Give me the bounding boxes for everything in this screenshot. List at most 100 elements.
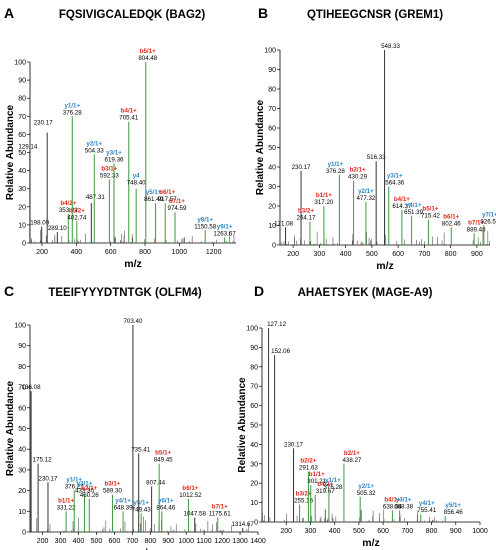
peak-mz-label: 516.33 — [367, 154, 386, 161]
peak-ion-label: b1/1+ — [309, 471, 325, 478]
y-tick-label: 50 — [268, 145, 276, 152]
peak-mz-label: 564.36 — [385, 180, 404, 187]
spectrum-panel-b: B QTIHEEGCNSR (GREM1) 0 10 20 30 40 50 60 70 80 90 1… — [255, 5, 496, 272]
x-tick-label: 500 — [91, 538, 103, 545]
peak-mz-label: 735.41 — [131, 446, 150, 453]
x-tick-label: 600 — [105, 249, 117, 256]
peak-ion-label: b5/1+ — [155, 450, 171, 457]
y-tick-label: 30 — [268, 184, 276, 191]
peak-mz-label: 477.32 — [356, 195, 375, 202]
y-tick-label: 40 — [268, 165, 276, 172]
peak-mz-label: 230.17 — [39, 475, 58, 482]
x-axis-label: m/z — [135, 547, 153, 550]
peak-mz-label: 319.67 — [316, 488, 335, 495]
x-tick-label: 800 — [144, 538, 156, 545]
y-tick-label: 50 — [250, 423, 258, 430]
peak-mz-label: 353.21 — [59, 207, 78, 214]
background-noise — [31, 229, 235, 243]
peak-ion-label: b2/2+ — [300, 458, 316, 465]
y-tick-label: 10 — [250, 500, 258, 507]
y-tick-label: 50 — [18, 150, 26, 157]
peak-mz-label: 1314.67 — [231, 521, 254, 528]
x-tick-label: 600 — [392, 251, 404, 258]
y-tick-label: 20 — [18, 488, 26, 495]
peak-ion-label: b6/1+ — [443, 213, 459, 220]
peak-ion-label: b1/1+ — [316, 192, 332, 199]
x-tick-label: 500 — [366, 251, 378, 258]
y-tick-label: 70 — [18, 114, 26, 121]
y-tick-label: 60 — [18, 132, 26, 139]
panel-letter: D — [254, 283, 264, 299]
x-tick-label: 700 — [419, 251, 431, 258]
y-axis-label: Relative Abundance — [5, 104, 16, 200]
peak-mz-label: 589.30 — [103, 488, 122, 495]
x-tick-label: 200 — [37, 538, 49, 545]
peak-mz-label: 651.39 — [404, 209, 423, 216]
peak-ion-label: b6/1+ — [159, 189, 175, 196]
x-tick-label: 200 — [280, 528, 292, 535]
peak-ion-label: b6/1+ — [182, 485, 198, 492]
x-tick-label: 1400 — [250, 538, 266, 545]
peak-mz-label: 430.29 — [348, 174, 367, 181]
peak-mz-label: 614.37 — [392, 203, 411, 210]
peak-mz-label: 171.08 — [274, 220, 293, 227]
y-axis-label: Relative Abundance — [237, 377, 248, 473]
x-tick-label: 200 — [287, 251, 299, 258]
y-tick-label: 10 — [268, 223, 276, 230]
x-tick-label: 1200 — [206, 249, 222, 256]
peak-ion-label: b4/1+ — [121, 108, 137, 115]
peak-ion-label: y5/1+ — [445, 502, 461, 509]
peak-mz-label: 619.36 — [105, 156, 124, 163]
peak-mz-label: 926.51 — [480, 219, 496, 226]
peak-mz-label: 175.12 — [33, 457, 52, 464]
x-axis-label: m/z — [376, 260, 394, 272]
peak-mz-label: 136.08 — [22, 384, 41, 391]
peak-ion-label: y4/1+ — [115, 497, 131, 504]
peak-mz-label: 849.45 — [154, 457, 173, 464]
x-tick-label: 300 — [305, 528, 317, 535]
peak-ion-label: y4/1+ — [406, 202, 422, 209]
y-tick-label: 0 — [22, 241, 26, 248]
x-tick-label: 400 — [329, 528, 341, 535]
peak-mz-label: 807.44 — [146, 479, 165, 486]
x-tick-label: 800 — [139, 249, 151, 256]
peak-mz-label: 438.27 — [342, 457, 361, 464]
panel-title: AHAETSYEK (MAGE-A9) — [298, 287, 433, 299]
peak-mz-label: 230.17 — [284, 441, 303, 448]
background-noise — [281, 230, 490, 245]
peak-ion-label: y4/1+ — [419, 500, 435, 507]
peak-mz-label: 755.41 — [417, 507, 436, 514]
peak-mz-label: 705.41 — [119, 115, 138, 122]
y-tick-label: 80 — [268, 87, 276, 94]
peak-mz-label: 804.48 — [138, 55, 157, 62]
peak-mz-label: 638.34 — [383, 503, 402, 510]
peak-mz-label: 648.39 — [114, 504, 133, 511]
peak-ion-label: b3/1+ — [101, 166, 117, 173]
peak-mz-label: 504.33 — [85, 147, 104, 154]
peak-mz-label: 289.10 — [48, 225, 67, 232]
peak-mz-label: 376.28 — [63, 109, 82, 116]
peak-mz-label: 748.40 — [127, 180, 146, 187]
peak-mz-label: 291.63 — [299, 465, 318, 472]
peak-ion-label: y5/1+ — [133, 499, 149, 506]
y-tick-label: 100 — [14, 60, 26, 67]
x-tick-label: 300 — [55, 538, 67, 545]
y-tick-label: 80 — [18, 96, 26, 103]
y-tick-label: 60 — [250, 403, 258, 410]
peak-ion-label: y2/1+ — [358, 483, 374, 490]
peak-ion-label: b2/1+ — [350, 167, 366, 174]
peak-mz-label: 974.59 — [168, 205, 187, 212]
peak-ion-label: b4/2+ — [317, 481, 333, 488]
x-tick-label: 700 — [401, 528, 413, 535]
x-axis-label: m/z — [362, 537, 380, 549]
y-tick-label: 70 — [268, 106, 276, 113]
y-tick-label: 30 — [250, 461, 258, 468]
y-tick-label: 90 — [268, 67, 276, 74]
peak-ion-label: y1/1+ — [66, 477, 82, 484]
spectrum-panel-d: D AHAETSYEK (MAGE-A9) 0 10 20 30 40 50 60 70 80 90 1… — [237, 283, 488, 549]
spectrum-panel-a: A FQSIVIGCALEDQK (BAG2) 0 10 20 30 40 50 60 70 80 9… — [4, 5, 236, 270]
peak-mz-label: 255.16 — [294, 498, 313, 505]
y-tick-label: 70 — [250, 384, 258, 391]
peak-mz-label: 198.09 — [30, 220, 49, 227]
y-tick-label: 90 — [250, 345, 258, 352]
